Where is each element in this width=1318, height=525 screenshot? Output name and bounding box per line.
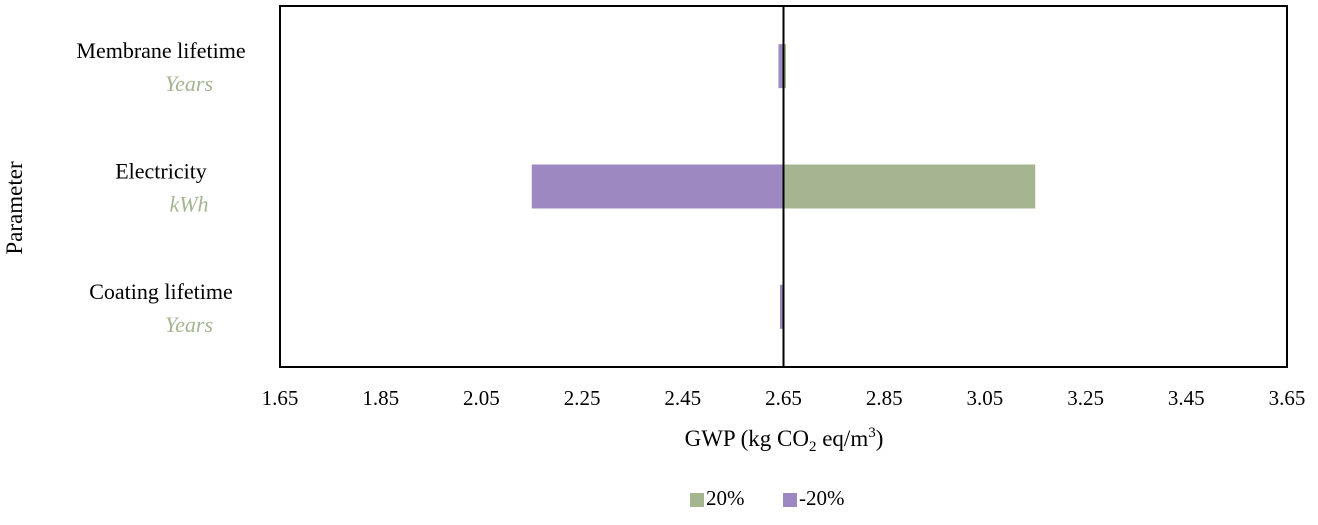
y-axis-title: Parameter [2,161,27,255]
x-tick-label: 1.65 [262,386,299,410]
x-tick-label: 1.85 [362,386,399,410]
bars-layer [531,44,1036,329]
legend-label: 20% [706,486,745,510]
category-label: Coating lifetime [89,279,233,304]
category-label: Electricity [115,159,207,184]
category-label: Membrane lifetime [76,38,245,63]
x-tick-label: 3.45 [1168,386,1205,410]
x-tick-label: 3.25 [1067,386,1104,410]
x-tick-label: 2.45 [664,386,701,410]
x-axis-title: GWP (kg CO2 eq/m3) [685,425,884,455]
category-unit-label: Years [165,71,213,96]
x-tick-label: 2.25 [564,386,601,410]
legend-label: -20% [799,486,845,510]
x-tick-label: 3.65 [1269,386,1306,410]
bar-minus-20pct-1 [531,164,784,209]
category-labels: Membrane lifetime Years Electricity kWh Coat… [76,38,245,337]
x-tick-label: 2.65 [765,386,802,410]
bar-minus-20pct-0 [778,44,784,89]
legend-swatch [690,493,704,507]
category-unit-label: Years [165,312,213,337]
category-unit-label: kWh [169,192,208,217]
legend-swatch [783,493,797,507]
x-tick-label: 3.05 [967,386,1004,410]
legend: 20% -20% [690,486,845,510]
bar-minus-20pct-2 [779,284,784,329]
x-tick-label: 2.85 [866,386,903,410]
bar-20pct-0 [783,44,787,89]
x-tick-label: 2.05 [463,386,500,410]
bar-20pct-1 [783,164,1036,209]
x-tick-labels: 1.65 1.85 2.05 2.25 2.45 2.65 2.85 3.05 3.25 3.45… [262,386,1306,410]
